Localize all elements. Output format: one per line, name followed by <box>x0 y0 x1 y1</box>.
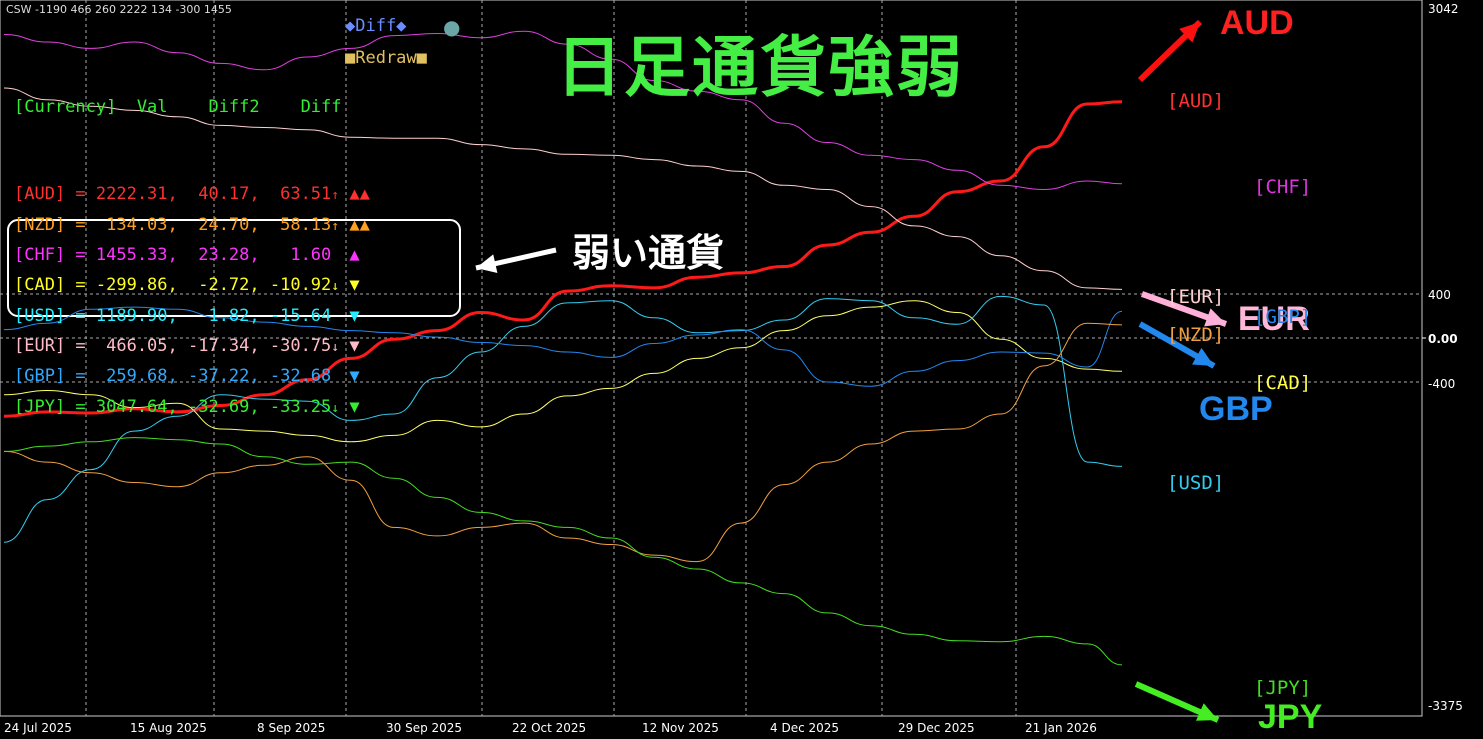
redraw-button[interactable]: ■Redraw■ <box>345 48 427 68</box>
eur-big-label: EUR <box>1238 300 1310 338</box>
row-values: [CAD] = -299.86, -2.72, -10.92 <box>14 275 332 296</box>
table-row: [CAD] = -299.86, -2.72, -10.92↓ ▼ <box>14 271 370 301</box>
table-row: [CHF] = 1455.33, 23.28, 1.60 ▲ <box>14 241 370 271</box>
row-arrow: ↑ <box>331 218 340 234</box>
y-tick-bottom: -3375 <box>1428 699 1463 713</box>
annotation-arrows <box>475 19 1228 723</box>
aud-big-label: AUD <box>1220 4 1294 42</box>
weak-currency-note: 弱い通貨 <box>572 231 725 275</box>
dot-icon[interactable]: ● <box>443 15 461 39</box>
eur-arrow-head <box>1204 308 1226 327</box>
row-marks: ▼ <box>339 305 360 326</box>
row-arrow: ↓ <box>331 279 340 295</box>
note-arrow-head <box>476 254 498 273</box>
chart-lines <box>3 30 1123 666</box>
currency-table: [Currency] Val Diff2 Diff [AUD] = 2222.3… <box>14 34 370 452</box>
aud-arrow-head <box>1179 22 1200 43</box>
row-values: [AUD] = 2222.31, 40.17, 63.51 <box>14 184 332 205</box>
gbp-big-label: GBP <box>1199 390 1273 428</box>
row-values: [USD] = 1189.90, 1.82, -15.64 <box>14 305 332 326</box>
gbp-line-label: [GBP] <box>1254 306 1312 328</box>
x-tick-label: 21 Jan 2026 <box>1025 721 1097 735</box>
table-row: [JPY] = 3047.64, -32.69, -33.25↓ ▼ <box>14 393 370 423</box>
series-line-chf <box>3 30 1123 191</box>
row-values: [JPY] = 3047.64, -32.69, -33.25 <box>14 396 332 417</box>
x-tick-label: 12 Nov 2025 <box>642 721 719 735</box>
x-tick-label: 24 Jul 2025 <box>4 721 72 735</box>
row-marks: ▲ <box>339 245 360 266</box>
indicator-header: CSW -1190 466 260 2222 134 -300 1455 <box>6 3 232 16</box>
jpy-big-label: JPY <box>1258 698 1323 736</box>
x-tick-label: 8 Sep 2025 <box>257 721 326 735</box>
row-marks: ▼ <box>339 335 360 356</box>
row-values: [NZD] = 134.03, 24.70, 58.13 <box>14 214 332 235</box>
y-tick-zero: 0.00 <box>1428 332 1458 346</box>
row-marks: ▼ <box>339 275 360 296</box>
series-line-eur <box>3 87 1123 290</box>
table-row: [AUD] = 2222.31, 40.17, 63.51↑ ▲▲ <box>14 180 370 210</box>
aud-line-label: [AUD] <box>1167 90 1225 112</box>
series-line-gbp <box>3 306 1123 387</box>
row-arrow <box>331 310 339 325</box>
series-line-jpy <box>3 437 1123 666</box>
row-values: [GBP] = 259.68, -37.22, -32.68 <box>14 366 332 387</box>
x-tick-label: 4 Dec 2025 <box>770 721 840 735</box>
table-row: [GBP] = 259.68, -37.22, -32.68 ▼ <box>14 362 370 392</box>
series-line-aud <box>3 100 1123 418</box>
row-arrow <box>331 249 339 264</box>
series-line-cad <box>3 300 1123 443</box>
jpy-arrow-head <box>1196 703 1218 721</box>
row-arrow: ↓ <box>331 400 340 416</box>
table-row: [USD] = 1189.90, 1.82, -15.64 ▼ <box>14 302 370 332</box>
table-row: [EUR] = 466.05, -17.34, -30.75↓ ▼ <box>14 332 370 362</box>
table-rows: [AUD] = 2222.31, 40.17, 63.51↑ ▲▲ [NZD] =… <box>14 180 370 422</box>
row-values: [EUR] = 466.05, -17.34, -30.75 <box>14 335 332 356</box>
series-line-nzd <box>3 322 1123 563</box>
gbp-arrow-head <box>1192 347 1214 366</box>
weak-currency-box <box>7 219 461 317</box>
nzd-line-label: [NZD] <box>1167 324 1225 346</box>
row-marks: ▼ <box>339 396 360 417</box>
row-arrow: ↓ <box>331 339 340 355</box>
chart-grid <box>0 0 1426 717</box>
y-tick-minus400: -400 <box>1428 377 1456 391</box>
x-tick-label: 30 Sep 2025 <box>386 721 463 735</box>
y-tick-400: 400 <box>1428 288 1451 302</box>
row-marks: ▲▲ <box>339 214 370 235</box>
series-line-usd <box>3 295 1123 543</box>
x-tick-label: 15 Aug 2025 <box>130 721 207 735</box>
table-row: [NZD] = 134.03, 24.70, 58.13↑ ▲▲ <box>14 211 370 241</box>
page-title: 日足通貨強弱 <box>556 29 964 106</box>
eur-line-label: [EUR] <box>1167 286 1225 308</box>
x-tick-label: 22 Oct 2025 <box>512 721 587 735</box>
x-tick-label: 29 Dec 2025 <box>898 721 975 735</box>
table-header: [Currency] Val Diff2 Diff <box>14 96 342 117</box>
diff-button[interactable]: ◆Diff◆ <box>345 16 407 36</box>
row-marks: ▼ <box>339 366 360 387</box>
row-arrow <box>331 370 339 385</box>
cad-line-label: [CAD] <box>1254 372 1312 394</box>
row-values: [CHF] = 1455.33, 23.28, 1.60 <box>14 245 332 266</box>
y-tick-top: 3042 <box>1428 2 1459 16</box>
row-marks: ▲▲ <box>339 184 370 205</box>
jpy-line-label: [JPY] <box>1254 677 1312 699</box>
usd-line-label: [USD] <box>1167 472 1225 494</box>
row-arrow: ↑ <box>331 188 340 204</box>
chf-line-label: [CHF] <box>1254 176 1312 198</box>
